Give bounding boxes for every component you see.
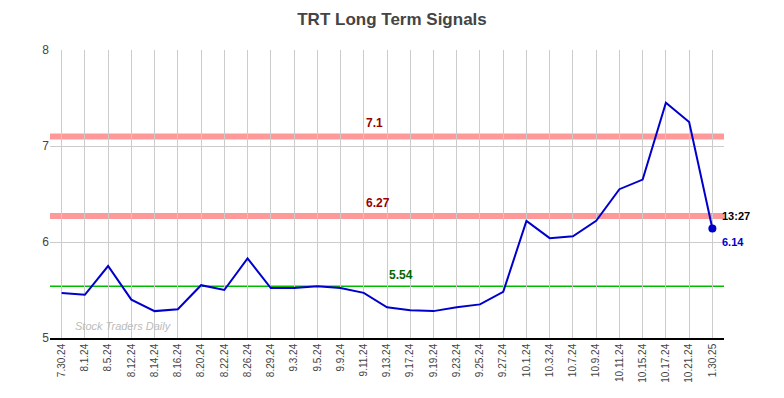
- svg-text:8.1.24: 8.1.24: [79, 343, 90, 371]
- svg-text:5: 5: [42, 331, 49, 345]
- svg-text:7.30.24: 7.30.24: [56, 343, 67, 377]
- svg-text:9.17.24: 9.17.24: [404, 343, 415, 377]
- svg-text:9.3.24: 9.3.24: [288, 343, 299, 371]
- svg-text:8: 8: [42, 43, 49, 57]
- svg-text:9.9.24: 9.9.24: [335, 343, 346, 371]
- svg-text:8.5.24: 8.5.24: [102, 343, 113, 371]
- svg-text:8.16.24: 8.16.24: [172, 343, 183, 377]
- svg-text:9.23.24: 9.23.24: [451, 343, 462, 377]
- svg-text:8.20.24: 8.20.24: [195, 343, 206, 377]
- svg-text:9.11.24: 9.11.24: [358, 343, 369, 376]
- svg-text:6.14: 6.14: [722, 236, 744, 248]
- svg-text:9.25.24: 9.25.24: [474, 343, 485, 377]
- svg-text:8.12.24: 8.12.24: [126, 343, 137, 377]
- svg-text:1.30.25: 1.30.25: [707, 343, 718, 377]
- svg-text:7.1: 7.1: [366, 116, 383, 130]
- svg-text:10.1.24: 10.1.24: [521, 343, 532, 377]
- svg-text:5.54: 5.54: [389, 268, 413, 282]
- svg-text:10.3.24: 10.3.24: [544, 343, 555, 377]
- svg-text:10.7.24: 10.7.24: [567, 343, 578, 377]
- svg-text:Stock Traders Daily: Stock Traders Daily: [75, 320, 172, 332]
- svg-text:9.5.24: 9.5.24: [312, 343, 323, 371]
- svg-text:8.14.24: 8.14.24: [149, 343, 160, 377]
- svg-text:8.22.24: 8.22.24: [219, 343, 230, 377]
- svg-text:6.27: 6.27: [366, 196, 390, 210]
- svg-text:TRT Long Term Signals: TRT Long Term Signals: [297, 10, 487, 29]
- svg-text:10.11.24: 10.11.24: [614, 343, 625, 382]
- svg-text:10.17.24: 10.17.24: [660, 343, 671, 382]
- svg-text:6: 6: [42, 235, 49, 249]
- svg-text:10.15.24: 10.15.24: [637, 343, 648, 382]
- svg-text:10.9.24: 10.9.24: [590, 343, 601, 377]
- svg-text:8.29.24: 8.29.24: [265, 343, 276, 377]
- svg-text:10.21.24: 10.21.24: [683, 343, 694, 382]
- svg-text:7: 7: [42, 139, 49, 153]
- svg-text:9.19.24: 9.19.24: [428, 343, 439, 377]
- svg-text:9.13.24: 9.13.24: [381, 343, 392, 377]
- svg-text:8.26.24: 8.26.24: [242, 343, 253, 377]
- svg-text:13:27: 13:27: [722, 210, 750, 222]
- svg-text:9.27.24: 9.27.24: [497, 343, 508, 377]
